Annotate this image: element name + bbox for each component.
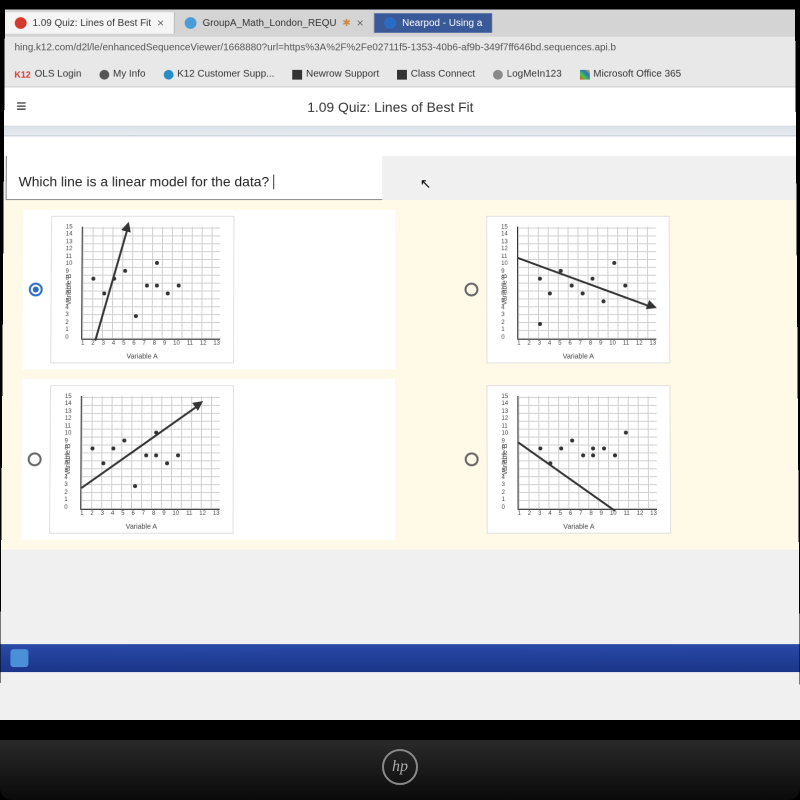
url-bar[interactable]: hing.k12.com/d2l/le/enhancedSequenceView… [5,37,796,62]
office-icon [579,69,589,79]
chat-icon [163,69,173,79]
radio-button[interactable] [28,452,42,466]
tab-icon [15,17,27,29]
radio-button[interactable] [465,452,479,466]
bookmark-ols[interactable]: K12 OLS Login [14,69,81,80]
plus-icon [493,69,503,79]
page-title: 1.09 Quiz: Lines of Best Fit [46,99,734,115]
radio-button[interactable] [465,283,479,297]
text-cursor [274,175,275,190]
question-text: Which line is a linear model for the dat… [19,174,270,190]
tab-label: GroupA_Math_London_REQU [202,18,336,29]
tab-quiz[interactable]: 1.09 Quiz: Lines of Best Fit × [5,12,175,33]
close-icon[interactable]: × [357,16,364,30]
bookmark-logmein[interactable]: LogMeIn123 [493,69,562,80]
options-grid: 012345678910111213141512345678910111213V… [1,200,799,550]
scatter-chart: 012345678910111213141512345678910111213V… [486,216,670,364]
tab-groupa[interactable]: GroupA_Math_London_REQU ✱ × [175,12,375,33]
hp-logo: hp [382,749,418,785]
tab-label: 1.09 Quiz: Lines of Best Fit [32,18,151,29]
option-3[interactable]: 012345678910111213141512345678910111213V… [21,379,395,539]
laptop-bezel: hp [0,740,800,800]
laptop-screen: 1.09 Quiz: Lines of Best Fit × GroupA_Ma… [0,9,800,720]
bookmarks-bar: K12 OLS Login My Info K12 Customer Supp.… [4,62,795,87]
url-text: hing.k12.com/d2l/le/enhancedSequenceView… [15,43,616,54]
scatter-chart: 012345678910111213141512345678910111213V… [49,385,234,534]
photo-frame: 1.09 Quiz: Lines of Best Fit × GroupA_Ma… [0,0,800,800]
bookmark-newrow[interactable]: Newrow Support [292,69,379,80]
tab-nearpod[interactable]: Nearpod - Using a [374,13,493,33]
cursor-icon: ↖ [420,176,432,193]
bookmark-myinfo[interactable]: My Info [99,69,145,80]
scatter-chart: 012345678910111213141512345678910111213V… [50,216,234,364]
bookmark-k12[interactable]: K12 Customer Supp... [163,69,274,80]
radio-button[interactable] [29,283,43,297]
option-1[interactable]: 012345678910111213141512345678910111213V… [22,210,395,369]
tab-icon [185,17,197,29]
bookmark-office[interactable]: Microsoft Office 365 [579,69,681,80]
square-icon [397,69,407,79]
tab-label: Nearpod - Using a [402,18,482,29]
square-icon [292,69,302,79]
globe-icon [99,69,109,79]
menu-icon[interactable]: ≡ [16,96,27,117]
tab-icon [384,17,396,29]
bookmark-class[interactable]: Class Connect [397,69,475,80]
pin-icon: ✱ [342,18,350,29]
close-icon[interactable]: × [157,16,164,30]
option-4[interactable]: 012345678910111213141512345678910111213V… [405,379,779,539]
progress-bar [4,127,796,137]
taskbar [0,644,799,672]
page-header: ≡ 1.09 Quiz: Lines of Best Fit [4,87,796,126]
question-box: Which line is a linear model for the dat… [6,156,383,200]
option-2[interactable]: 012345678910111213141512345678910111213V… [405,210,778,369]
taskbar-app-icon[interactable] [10,649,28,667]
scatter-chart: 012345678910111213141512345678910111213V… [486,385,671,534]
browser-tabs: 1.09 Quiz: Lines of Best Fit × GroupA_Ma… [5,9,795,36]
